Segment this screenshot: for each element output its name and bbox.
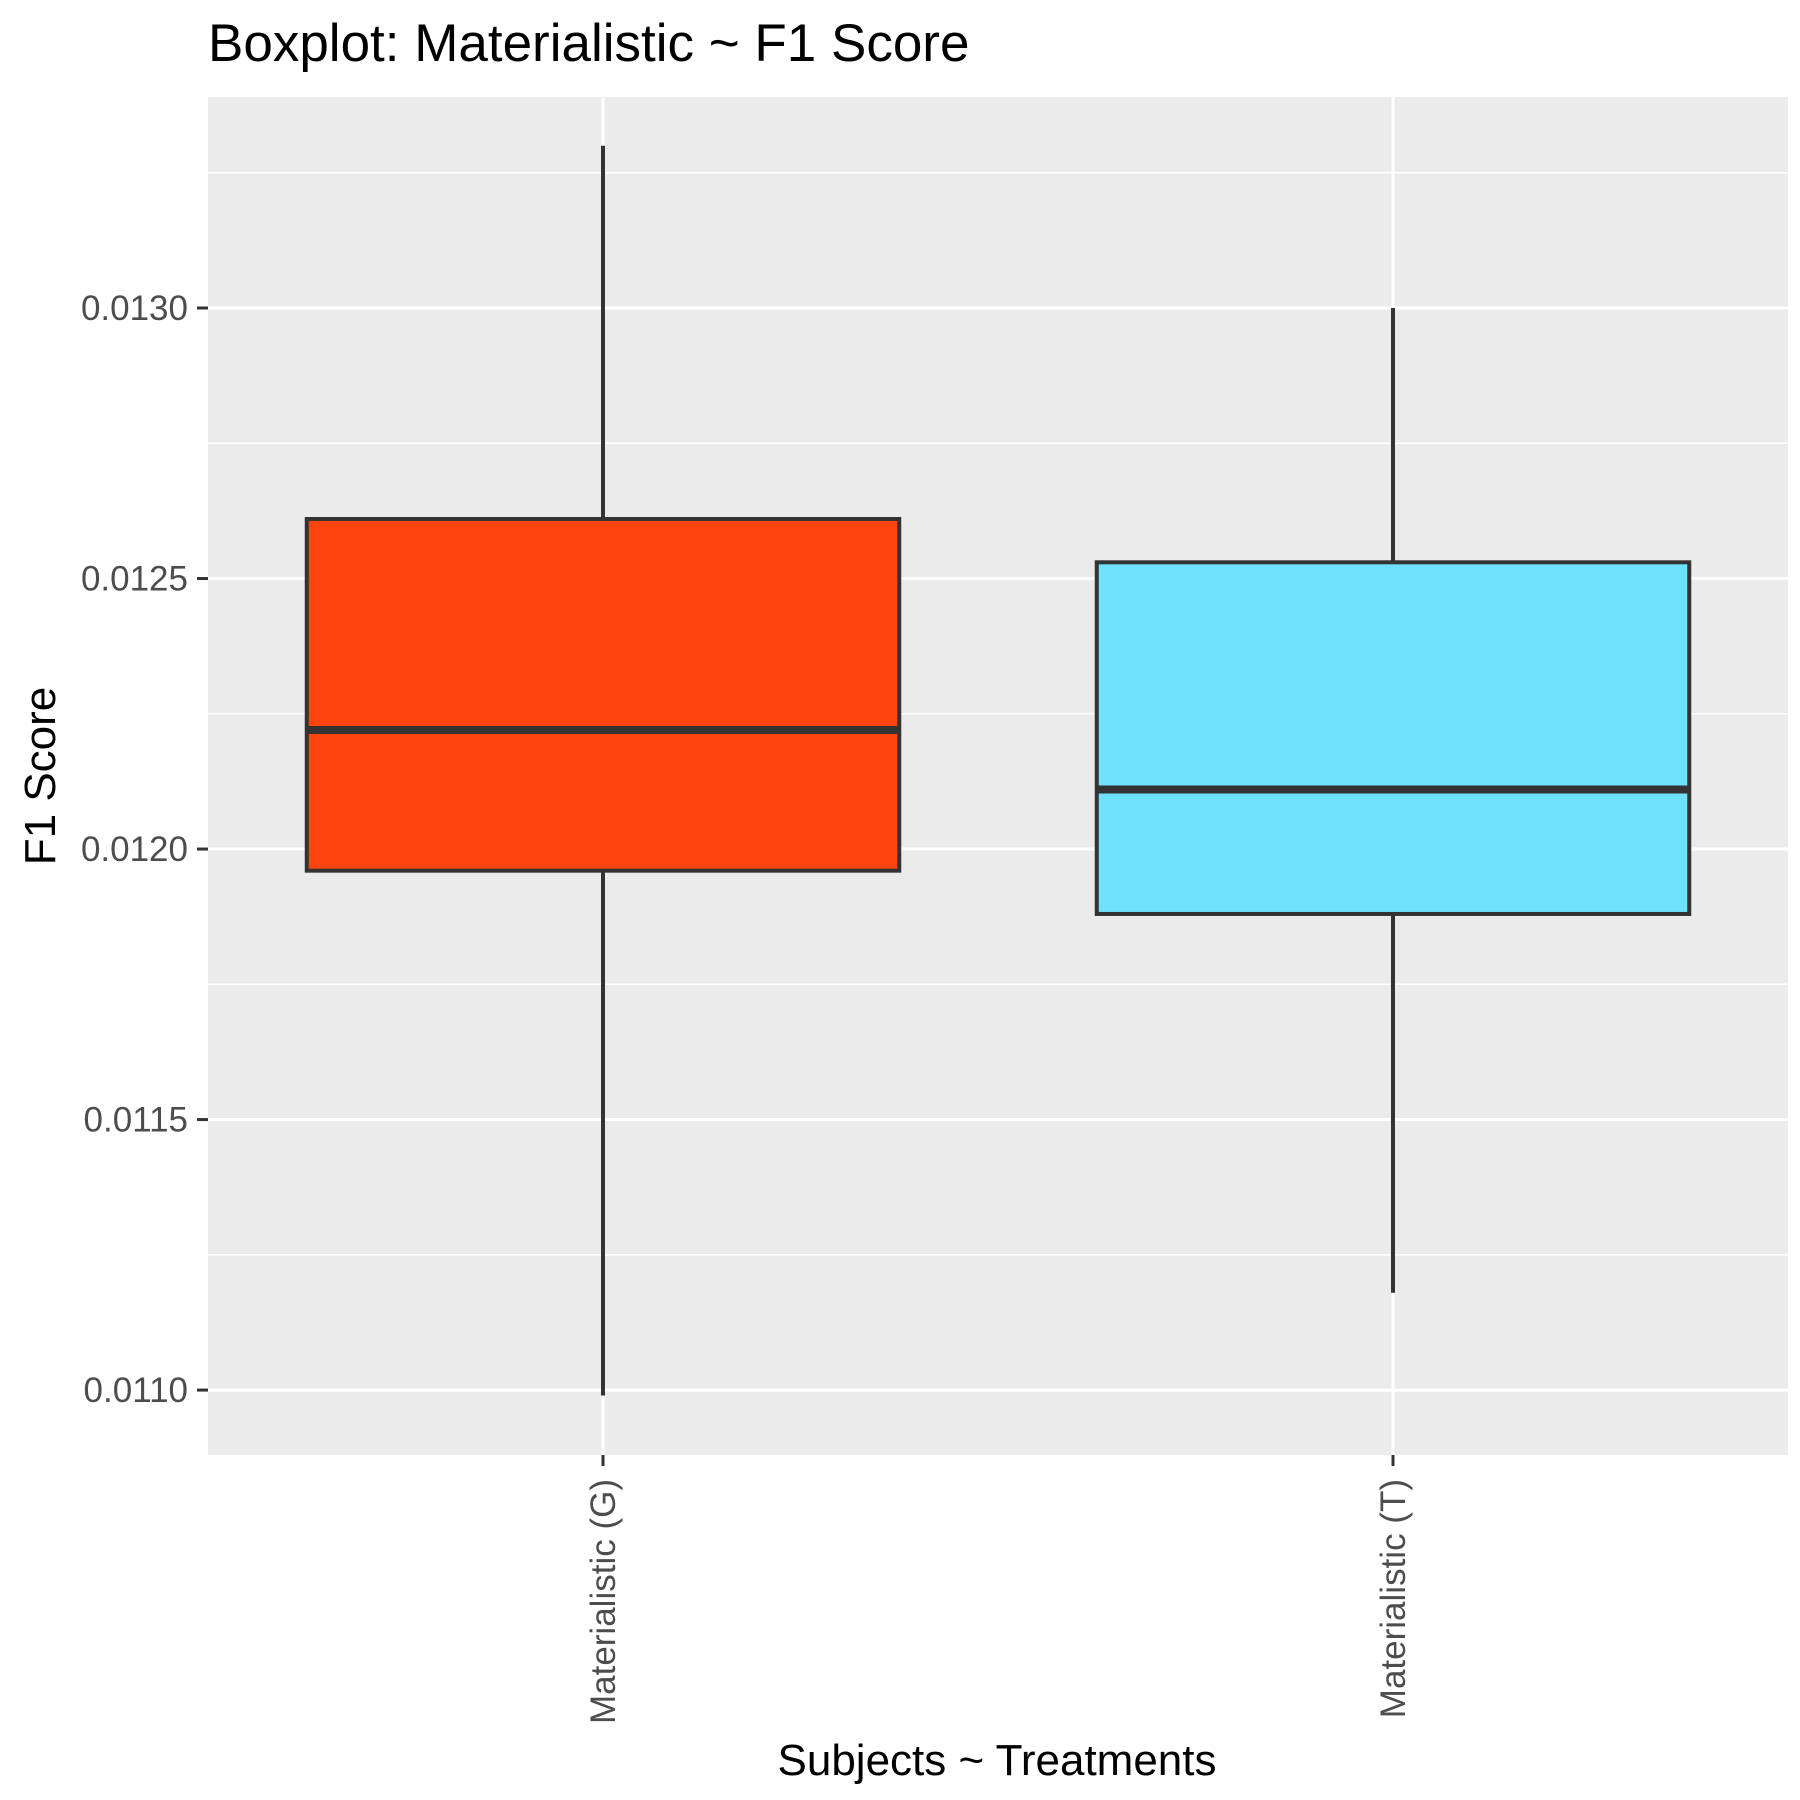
x-axis: Materialistic (G) Materialistic (T) — [584, 1455, 1413, 1724]
x-axis-title: Subjects ~ Treatments — [778, 1736, 1217, 1785]
box-1 — [304, 145, 902, 1396]
chart-title: Boxplot: Materialistic ~ F1 Score — [208, 14, 969, 73]
box-series — [304, 145, 1692, 1396]
y-tick-label: 0.0125 — [81, 560, 188, 599]
y-tick-label: 0.0120 — [81, 830, 188, 869]
y-tick-label: 0.0130 — [81, 289, 188, 328]
y-axis-title: F1 Score — [16, 687, 65, 866]
y-tick-label: 0.0115 — [84, 1101, 188, 1140]
box-2 — [1094, 308, 1692, 1293]
x-tick-label: Materialistic (G) — [584, 1479, 623, 1724]
y-axis: 0.0110 0.0115 0.0120 0.0125 0.0130 — [81, 289, 208, 1410]
box-iqr — [1094, 560, 1692, 916]
box-iqr — [304, 517, 902, 873]
y-tick-label: 0.0110 — [84, 1371, 188, 1410]
x-tick-label: Materialistic (T) — [1374, 1479, 1413, 1718]
